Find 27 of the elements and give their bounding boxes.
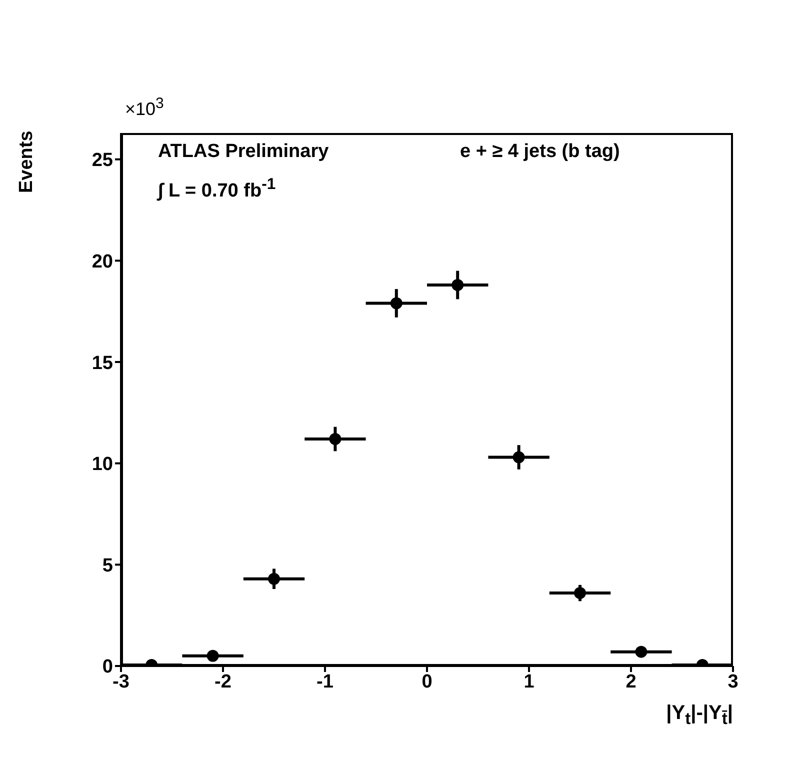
- point: [635, 646, 648, 658]
- y-tick-label: 20: [92, 251, 113, 272]
- point: [390, 297, 402, 310]
- x-tick-label: 3: [728, 671, 738, 692]
- point: [268, 572, 280, 585]
- y-tick-label: 25: [92, 150, 114, 172]
- x-tick-label: 2: [626, 671, 636, 692]
- text: ×10$^{3}$: [125, 95, 164, 120]
- point: [452, 278, 464, 291]
- annotation: ATLAS Preliminary: [158, 141, 329, 163]
- point: [329, 433, 342, 446]
- y-tick-label: 10: [92, 454, 113, 476]
- y-tick-label: 5: [102, 555, 114, 576]
- point: [512, 451, 525, 464]
- point: [206, 650, 219, 662]
- y-axis-title: Events: [16, 130, 38, 193]
- y-tick-label: 15: [92, 352, 114, 374]
- x-tick-label: -3: [112, 671, 130, 692]
- x-axis-title: |Y$_{t}$|-|Y$_{t̄}$|: [666, 702, 733, 729]
- x-tick-label: -1: [316, 671, 334, 692]
- x-tick-label: 0: [422, 671, 432, 692]
- annotation: ∫ L = 0.70 fb$^{-1}$: [158, 176, 276, 202]
- point: [574, 587, 586, 600]
- x-tick-label: 1: [524, 671, 535, 692]
- x-tick-label: -2: [214, 671, 232, 692]
- y-tick-label: 0: [102, 656, 113, 678]
- annotation: e + ≥ 4 jets (b tag): [460, 141, 620, 163]
